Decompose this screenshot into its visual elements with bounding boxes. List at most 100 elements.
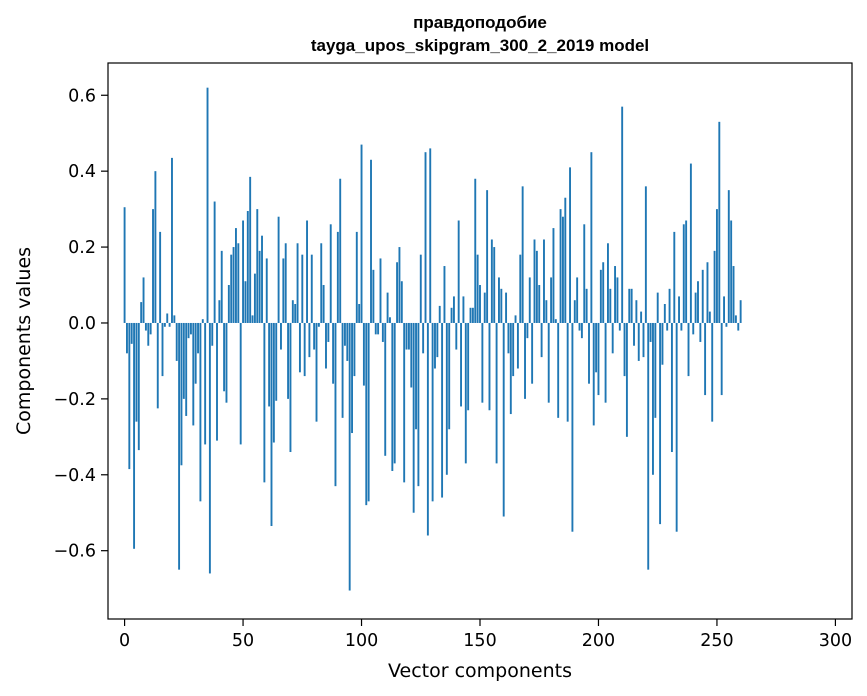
bar (623, 322, 626, 377)
bar (621, 106, 624, 323)
bar (554, 319, 557, 323)
bar (407, 322, 410, 350)
bar (306, 220, 308, 323)
bar (550, 277, 553, 323)
bar (237, 243, 240, 323)
bar (242, 220, 245, 323)
bar (144, 322, 147, 331)
bar (372, 269, 375, 323)
bar (505, 292, 508, 323)
bar (289, 322, 292, 453)
bar (284, 243, 287, 323)
bar (220, 250, 223, 323)
bar (149, 322, 152, 335)
bar (483, 292, 486, 323)
bar (557, 322, 560, 418)
bar (348, 322, 351, 591)
bar (692, 322, 695, 335)
bar (457, 220, 460, 323)
bar (474, 178, 477, 323)
bar (488, 322, 491, 411)
bar (173, 315, 176, 323)
bar (142, 277, 145, 323)
bar (334, 322, 337, 487)
bar (294, 304, 297, 323)
bar (500, 288, 503, 323)
bar (441, 322, 444, 498)
bar (528, 277, 531, 323)
bar (479, 285, 481, 323)
bar (675, 322, 678, 532)
bar (640, 311, 643, 323)
bar (490, 239, 493, 323)
x-axis-ticks: 0 50 100 150 200 250 300 (119, 619, 852, 651)
y-tick-label: 0.0 (68, 314, 96, 334)
bar (583, 224, 586, 323)
bar (642, 322, 645, 358)
bar (685, 220, 688, 323)
bar (552, 228, 555, 323)
bar (126, 322, 128, 354)
bar (566, 322, 569, 422)
bar (187, 322, 190, 339)
y-tick-label: 0.2 (68, 238, 96, 258)
bar (351, 322, 353, 434)
bar (377, 322, 380, 335)
bar (725, 322, 728, 327)
bar (180, 322, 183, 466)
bar (265, 258, 268, 323)
bar (469, 307, 472, 323)
bar (543, 239, 545, 323)
bar (154, 171, 157, 323)
bar (426, 322, 429, 536)
bar (403, 322, 406, 483)
bar (365, 322, 368, 506)
bar (156, 322, 159, 409)
bar (163, 322, 166, 327)
bar (322, 285, 325, 323)
bar (189, 322, 192, 335)
bar (225, 322, 228, 403)
bar (268, 322, 271, 407)
bar (673, 231, 676, 323)
bar (569, 167, 571, 323)
bar (697, 281, 699, 323)
bar (723, 296, 725, 323)
bar (123, 207, 126, 323)
bar (370, 159, 372, 323)
bar (194, 322, 197, 384)
bar (455, 322, 458, 350)
bar (509, 322, 512, 415)
bar (564, 197, 567, 323)
bar (303, 322, 306, 377)
bar (391, 322, 394, 471)
bar (734, 315, 737, 323)
bar (152, 209, 154, 323)
bar (545, 300, 548, 323)
bar (715, 209, 718, 323)
bar (547, 322, 550, 403)
bar (175, 322, 178, 361)
bar (450, 307, 453, 323)
bar (296, 243, 299, 323)
bar (130, 322, 133, 344)
bar (481, 322, 484, 403)
bar (159, 231, 162, 323)
bar (687, 322, 690, 377)
bar (498, 277, 500, 323)
bar (737, 322, 740, 331)
bar (429, 148, 432, 323)
bar (680, 322, 683, 331)
bar (649, 322, 652, 342)
bar (694, 292, 697, 323)
bar (168, 322, 171, 327)
bar (197, 322, 199, 354)
bar (443, 266, 446, 323)
bar (325, 322, 327, 369)
bar (592, 322, 595, 426)
bar (213, 201, 216, 323)
bar (315, 322, 318, 422)
bar (336, 231, 339, 323)
bar (211, 322, 214, 346)
bar (526, 322, 529, 339)
